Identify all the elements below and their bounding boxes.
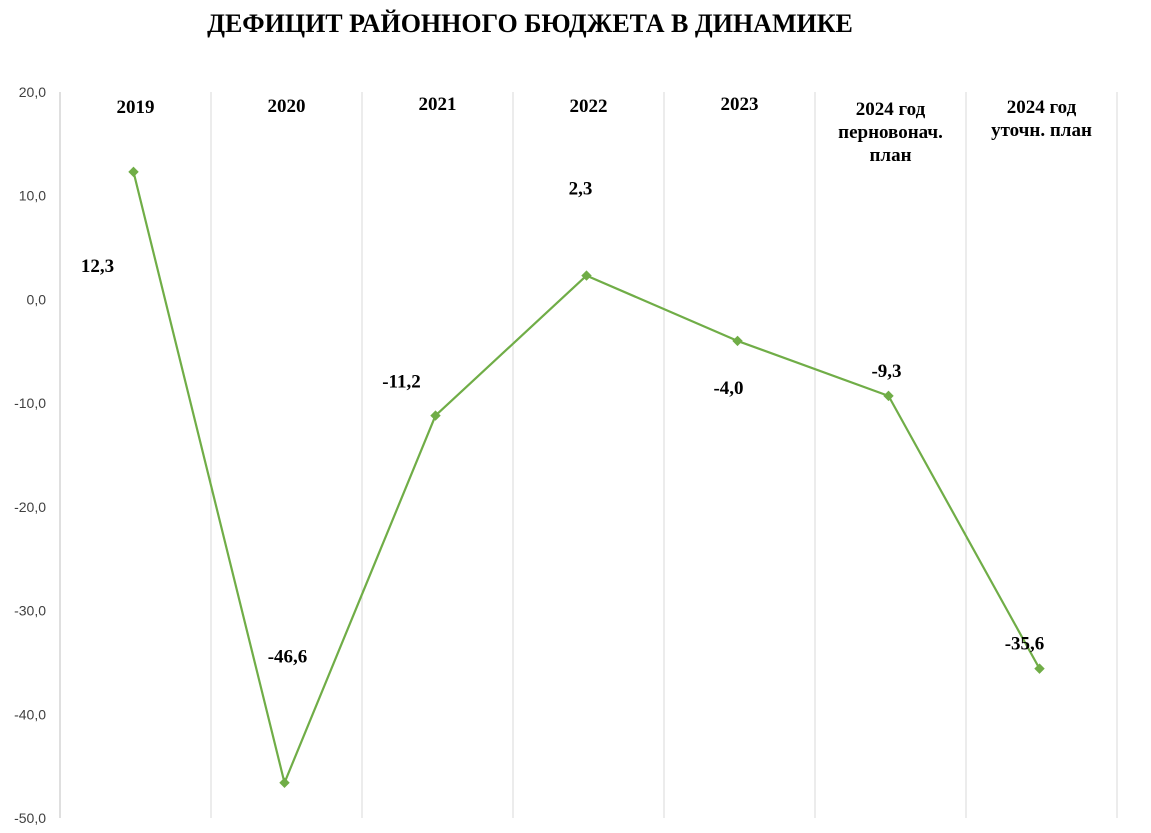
- data-point-marker: [128, 166, 139, 178]
- data-label: -35,6: [1005, 634, 1045, 655]
- y-tick-label: 10,0: [19, 188, 46, 204]
- data-label: -11,2: [382, 372, 421, 393]
- y-tick-label: 20,0: [19, 84, 46, 100]
- y-axis: 20,0 10,0 0,0 -10,0 -20,0 -30,0 -40,0 -50,0: [14, 84, 46, 826]
- category-labels: 2019 2020 2021 2022 2023 2024 год перновонач. п…: [117, 94, 1092, 166]
- data-point-marker: [1034, 663, 1045, 674]
- data-point-marker: [430, 410, 441, 421]
- category-label: 2024 год уточн. план: [991, 97, 1092, 141]
- category-label: 2019: [117, 97, 155, 118]
- category-label: 2022: [570, 96, 608, 117]
- category-label: 2024 год перновонач. план: [838, 99, 943, 166]
- gridlines: [59, 92, 1118, 818]
- y-tick-label: -40,0: [14, 706, 46, 722]
- data-label: 2,3: [569, 179, 593, 200]
- y-tick-label: -20,0: [14, 499, 46, 515]
- y-tick-label: -30,0: [14, 603, 46, 619]
- y-tick-label: -50,0: [14, 810, 46, 826]
- data-point-marker: [581, 270, 592, 281]
- data-label: -46,6: [268, 647, 308, 668]
- category-label-line: 2022: [570, 96, 608, 117]
- category-label-line: 2024 год: [856, 99, 926, 120]
- category-label-line: план: [869, 145, 911, 166]
- category-label: 2020: [268, 96, 306, 117]
- category-label-line: перновонач.: [838, 122, 943, 143]
- chart-title: ДЕФИЦИТ РАЙОННОГО БЮДЖЕТА В ДИНАМИКЕ: [207, 9, 853, 38]
- data-label: -9,3: [871, 361, 901, 382]
- data-point-marker: [732, 335, 743, 347]
- category-label-line: 2019: [117, 97, 155, 118]
- category-label-line: 2020: [268, 96, 306, 117]
- category-label: 2023: [721, 94, 759, 115]
- data-point-marker: [883, 390, 894, 402]
- category-label-line: 2023: [721, 94, 759, 115]
- data-label: 12,3: [81, 256, 114, 277]
- y-tick-label: -10,0: [14, 395, 46, 411]
- data-points: [128, 166, 1045, 788]
- y-tick-label: 0,0: [27, 291, 47, 307]
- category-label-line: уточн. план: [991, 120, 1092, 141]
- series-line-layer: [132, 171, 1041, 784]
- series-line: [132, 171, 1041, 784]
- data-point-marker: [279, 777, 290, 788]
- category-label-line: 2021: [419, 94, 457, 115]
- category-label-line: 2024 год: [1007, 97, 1077, 118]
- category-label: 2021: [419, 94, 457, 115]
- data-label: -4,0: [713, 378, 743, 399]
- data-labels: 12,3 -46,6 -11,2 2,3 -4,0 -9,3 -35,6: [81, 179, 1044, 668]
